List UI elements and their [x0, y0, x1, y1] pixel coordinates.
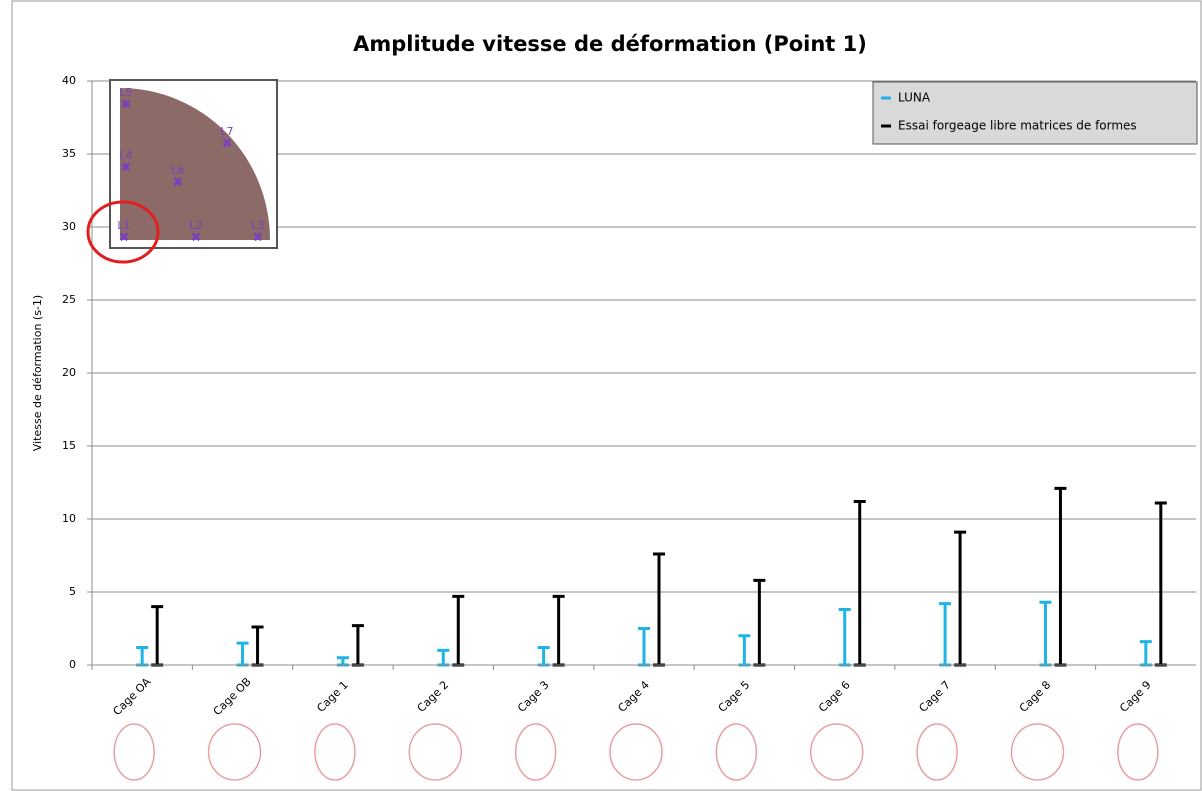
- section-sketch: [609, 723, 663, 781]
- y-axis-label: Vitesse de déformation (s-1): [31, 295, 44, 451]
- section-sketch: [113, 723, 155, 781]
- inset-point-label: L1: [117, 219, 130, 232]
- inset-point-label: L7: [220, 125, 233, 138]
- inset-marker: ✖: [191, 231, 202, 246]
- section-sketch: [514, 723, 557, 781]
- section-sketch: [809, 723, 864, 781]
- inset-marker: ✖: [121, 98, 132, 113]
- inset-marker: ✖: [121, 161, 132, 176]
- chart-title: Amplitude vitesse de déformation (Point …: [353, 32, 867, 56]
- section-sketch: [715, 723, 758, 781]
- inset-point-label: L3: [251, 219, 264, 232]
- section-sketch: [1117, 723, 1159, 781]
- y-tick-label: 0: [69, 658, 76, 671]
- inset-marker: ✖: [173, 176, 184, 191]
- y-tick-label: 35: [62, 147, 76, 160]
- y-tick-label: 15: [62, 439, 76, 452]
- section-sketch: [207, 723, 262, 781]
- y-tick-label: 5: [69, 585, 76, 598]
- y-tick-label: 30: [62, 220, 76, 233]
- y-tick-label: 20: [62, 366, 76, 379]
- inset-point-label: L2: [189, 219, 202, 232]
- legend-label: LUNA: [898, 91, 931, 105]
- section-sketch: [408, 723, 463, 781]
- section-sketch: [314, 723, 356, 781]
- inset-marker: ✖: [222, 137, 233, 152]
- highlight-circle: [86, 200, 160, 264]
- inset-section: [120, 88, 270, 240]
- legend-box: [872, 81, 1198, 145]
- inset-point-label: L5: [119, 86, 132, 99]
- y-tick-label: 10: [62, 512, 76, 525]
- inset-marker: ✖: [253, 231, 264, 246]
- y-tick-label: 40: [62, 74, 76, 87]
- y-tick-label: 25: [62, 293, 76, 306]
- section-sketch: [1010, 723, 1065, 781]
- section-sketch: [916, 723, 958, 781]
- inset-marker: ✖: [119, 231, 130, 246]
- inset-point-label: L6: [171, 164, 184, 177]
- inset-point-label: L4: [119, 149, 132, 162]
- legend-label: Essai forgeage libre matrices de formes: [898, 119, 1137, 133]
